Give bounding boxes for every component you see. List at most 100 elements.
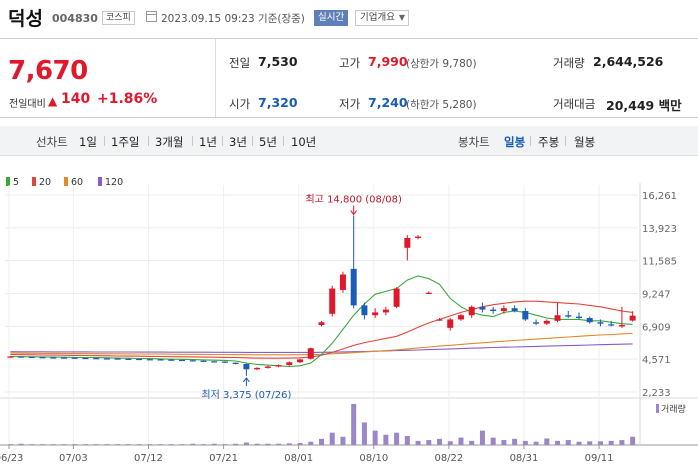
volume-bar [158,444,164,445]
legend-ma120[interactable]: 120 [98,177,123,188]
volume-bar [104,444,110,445]
candle-body [179,359,186,362]
low-value: 7,240 [368,95,408,110]
candle-body [479,306,486,310]
y-tick-label: 16,261 [642,191,677,202]
candle-body [189,360,196,362]
legend-ma120-label: 120 [105,177,124,188]
legend-ma20[interactable]: 20 [32,177,51,188]
volume-bar [233,443,239,445]
period-3m[interactable]: 3개월 [155,135,184,149]
period-separator [192,136,193,146]
candle-body [168,359,175,361]
volume-bar [18,443,24,445]
candle-body [404,237,411,248]
y-tick-label: 2,233 [642,388,671,399]
volume-bar [383,434,389,445]
change-value: 140 [61,91,91,107]
ma20-line [10,300,633,359]
legend-ma60-label: 60 [71,177,84,188]
price-summary: 7,670 전일대비 ▲ 140 +1.86% 전일 7,530 시가 7,32… [0,38,698,118]
volume-value: 2,644,526 [593,54,664,69]
candle-body [125,358,132,360]
open-value: 7,320 [258,95,298,110]
volume-bar [72,444,78,445]
period-10y[interactable]: 10년 [291,135,317,149]
candle-body [264,366,271,368]
candlestick-chart[interactable]: 16,261 13,923 11,585 9,247 6,909 4,571 2,233 06… [0,180,698,470]
candle-body [28,356,35,358]
change-percent: +1.86% [97,91,158,107]
candle-body [254,367,261,370]
x-tick-label: 08/10 [359,453,388,464]
calendar-icon [146,11,157,22]
candle-body [307,348,314,359]
candle-weekly[interactable]: 주봉 [538,135,560,149]
volume-bar [522,440,528,445]
volume-bar [479,430,485,445]
legend-ma5[interactable]: 5 [6,177,19,188]
candle-body [329,288,336,314]
legend-swatch [98,177,102,186]
candle-body [608,324,615,326]
volume-bar [125,444,131,445]
volume-bar [415,440,421,445]
candle-body [200,360,207,362]
volume-bar [576,441,582,445]
candle-body [103,358,110,360]
volume-bar [587,441,593,445]
company-overview-select[interactable]: 기업개요 ▼ [355,10,409,26]
volume-bar [469,440,475,445]
period-1d[interactable]: 1일 [79,135,97,149]
y-tick-label: 6,909 [642,322,671,333]
period-5y[interactable]: 5년 [259,135,277,149]
volume-bar [608,440,614,445]
chevron-down-icon: ▼ [398,13,405,22]
volume-bar [544,438,550,445]
realtime-button[interactable]: 실시간 [314,10,349,26]
volume-bar [265,443,271,445]
ma5-line [10,275,633,368]
current-price: 7,670 [8,56,88,86]
candle-body [511,308,518,312]
period-separator [104,136,105,146]
volume-bar [394,432,400,445]
period-3y[interactable]: 3년 [229,135,247,149]
y-tick-label: 9,247 [642,290,671,301]
volume-bar [297,442,303,445]
volume-bar [308,441,314,445]
volume-bar [243,442,249,445]
volume-bar [40,444,46,445]
volume-bar [533,441,539,445]
candle-body [318,322,325,326]
volume-bar [254,443,260,445]
legend-ma60[interactable]: 60 [64,177,83,188]
volume-bar [329,432,335,445]
candle-daily[interactable]: 일봉 [504,135,526,149]
legend-swatch [64,177,68,186]
upper-limit: (상한가 9,780) [406,58,477,70]
volume-bar [458,437,464,445]
quote-datetime: 2023.09.15 09:23 기준(장중) [161,13,305,25]
high-annotation: 최고 14,800 (08/08) [305,194,401,206]
period-1y[interactable]: 1년 [199,135,217,149]
market-badge: 코스피 [102,11,135,25]
x-tick-label: 06/23 [0,453,23,464]
candle-body [522,311,529,320]
candle-body [415,236,422,238]
volume-bar [82,444,88,445]
low-arrow-icon [242,377,250,383]
candle-monthly[interactable]: 월봉 [574,135,596,149]
summary-divider [215,39,216,117]
legend-ma20-label: 20 [39,177,52,188]
candle-body [232,362,239,364]
volume-label: 거래량 [553,56,585,70]
candle-body [468,306,475,316]
volume-bar [319,438,324,445]
volume-bar [565,440,571,445]
x-tick-label: 07/21 [209,453,238,464]
candle-body [565,315,572,317]
volume-bar [501,440,507,445]
period-1w[interactable]: 1주일 [111,135,140,149]
candle-chart-label: 봉차트 [458,135,490,149]
